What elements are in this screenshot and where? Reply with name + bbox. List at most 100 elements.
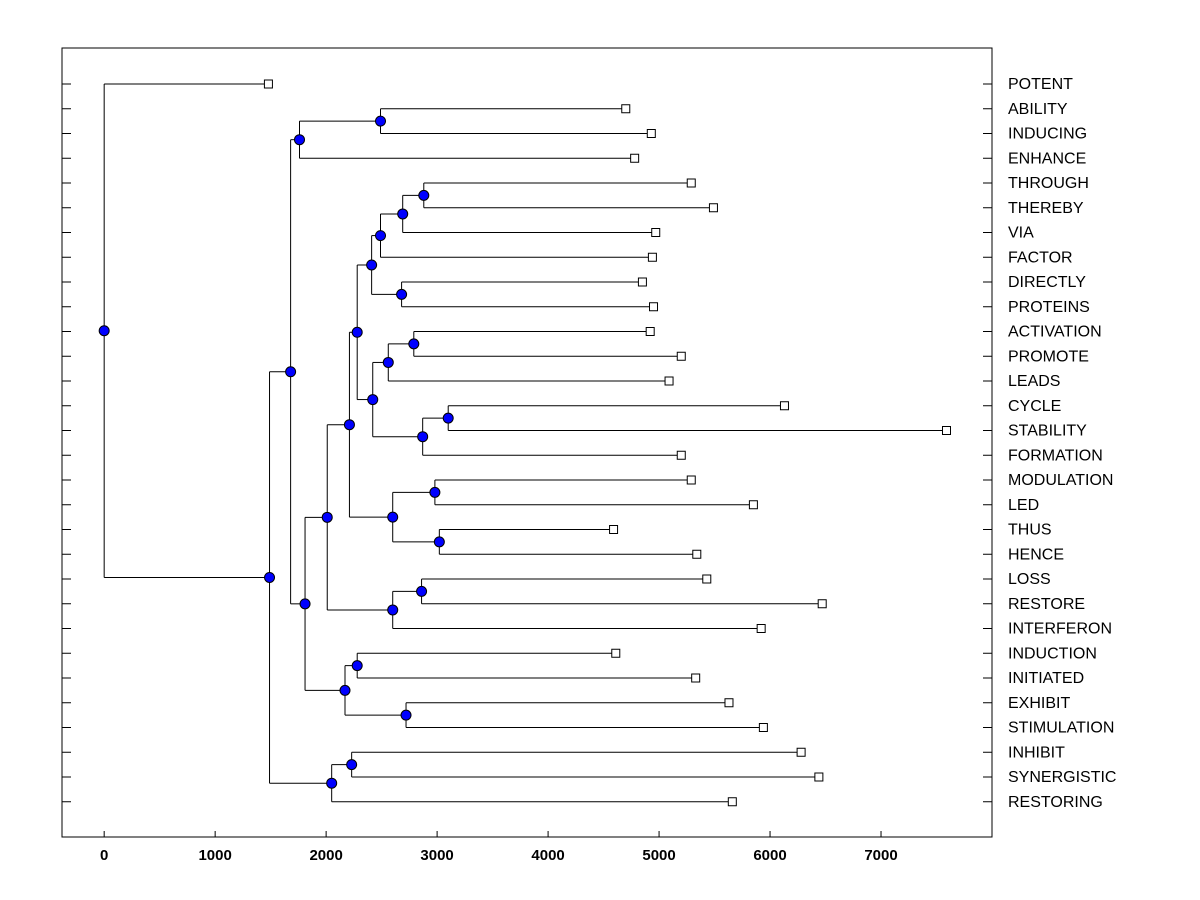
leaf-marker	[645, 327, 655, 336]
x-tick-label: 3000	[420, 847, 453, 864]
merge-node	[264, 571, 276, 583]
merge-node	[397, 208, 409, 220]
leaf-marker	[647, 252, 657, 262]
leaf-label: INITIATED	[1008, 670, 1084, 687]
leaf-marker	[651, 228, 661, 237]
leaf-marker	[691, 673, 701, 683]
merge-node	[326, 777, 338, 789]
x-tick-label: 5000	[642, 847, 675, 864]
merge-nodes	[98, 115, 454, 789]
leaf-label: THUS	[1008, 522, 1052, 539]
leaf-marker	[676, 450, 686, 460]
x-tick-label: 0	[100, 847, 108, 864]
merge-node	[382, 356, 394, 368]
merge-node	[351, 660, 363, 672]
leaf-label: MODULATION	[1008, 472, 1113, 489]
leaf-label: CYCLE	[1008, 398, 1061, 415]
merge-node	[429, 486, 441, 498]
leaf-marker	[621, 104, 631, 114]
leaf-marker	[814, 772, 824, 782]
leaf-label: FACTOR	[1008, 249, 1073, 266]
branches	[103, 83, 947, 803]
leaf-label: DIRECTLY	[1008, 274, 1086, 291]
x-tick-label: 7000	[864, 847, 897, 864]
merge-node	[366, 259, 378, 271]
merge-node	[367, 394, 379, 406]
leaf-label: THROUGH	[1008, 175, 1089, 192]
merge-node	[285, 366, 297, 378]
leaf-marker	[686, 475, 696, 485]
leaf-label: LED	[1008, 497, 1039, 514]
merge-node	[442, 412, 454, 424]
leaf-labels: POTENT ABILITY INDUCING ENHANCE THROUGH THERE…	[1008, 76, 1116, 811]
leaf-marker	[727, 797, 737, 807]
merge-node	[417, 431, 429, 443]
leaf-label: PROMOTE	[1008, 348, 1089, 365]
leaf-marker	[263, 79, 273, 89]
leaf-label: PROTEINS	[1008, 299, 1090, 316]
merge-node	[375, 230, 387, 242]
merge-node	[433, 536, 445, 548]
leaf-marker	[817, 599, 827, 609]
leaf-label: RESTORE	[1008, 596, 1085, 613]
x-tick-label: 4000	[531, 847, 564, 864]
x-axis: 0 1000 2000 3000 4000 5000 6000 7000	[100, 831, 898, 864]
merge-node	[375, 115, 387, 127]
leaf-marker	[758, 723, 768, 732]
merge-node	[418, 189, 430, 201]
leaf-label: RESTORING	[1008, 794, 1103, 811]
leaf-marker	[637, 277, 647, 287]
leaf-marker	[708, 203, 718, 213]
merge-node	[299, 598, 311, 610]
merge-node	[396, 288, 408, 300]
merge-node	[346, 759, 358, 771]
merge-node	[343, 419, 355, 431]
leaf-label: ABILITY	[1008, 101, 1068, 118]
leaf-label: INHIBIT	[1008, 744, 1065, 761]
merge-node	[351, 326, 363, 338]
leaf-label: POTENT	[1008, 76, 1073, 93]
leaf-label: HENCE	[1008, 546, 1064, 563]
leaf-marker	[630, 153, 640, 163]
leaf-markers	[263, 79, 951, 807]
leaf-marker	[941, 426, 951, 435]
leaf-label: EXHIBIT	[1008, 695, 1070, 712]
leaf-label: INDUCING	[1008, 126, 1087, 143]
leaf-marker	[796, 747, 806, 757]
leaf-marker	[649, 302, 659, 312]
leaf-label: SYNERGISTIC	[1008, 769, 1116, 786]
leaf-label: STABILITY	[1008, 423, 1087, 440]
leaf-label: LEADS	[1008, 373, 1060, 390]
leaf-marker	[686, 178, 696, 188]
y-ticks	[62, 83, 992, 803]
leaf-label: LOSS	[1008, 571, 1051, 588]
leaf-marker	[646, 129, 656, 138]
merge-node	[339, 684, 351, 696]
leaf-label: FORMATION	[1008, 447, 1103, 464]
leaf-label: ACTIVATION	[1008, 324, 1102, 341]
merge-node	[400, 709, 412, 721]
leaf-label: ENHANCE	[1008, 150, 1086, 167]
x-tick-label: 2000	[309, 847, 342, 864]
plot-frame	[61, 47, 993, 838]
leaf-label: THEREBY	[1008, 200, 1084, 217]
leaf-marker	[676, 351, 686, 361]
merge-node	[387, 604, 399, 616]
leaf-marker	[724, 698, 734, 708]
merge-node	[293, 134, 305, 146]
leaf-label: INTERFERON	[1008, 621, 1112, 638]
leaf-marker	[611, 648, 621, 658]
leaf-marker	[756, 624, 766, 633]
leaf-marker	[609, 525, 619, 534]
leaf-marker	[779, 401, 789, 411]
merge-node	[98, 325, 110, 337]
leaf-label: STIMULATION	[1008, 720, 1114, 737]
leaf-marker	[702, 574, 712, 584]
leaf-label: VIA	[1008, 225, 1034, 242]
leaf-label: INDUCTION	[1008, 645, 1097, 662]
merge-node	[416, 585, 428, 597]
merge-node	[321, 511, 333, 523]
leaf-marker	[748, 500, 758, 510]
x-tick-label: 1000	[198, 847, 231, 864]
merge-node	[387, 511, 399, 523]
